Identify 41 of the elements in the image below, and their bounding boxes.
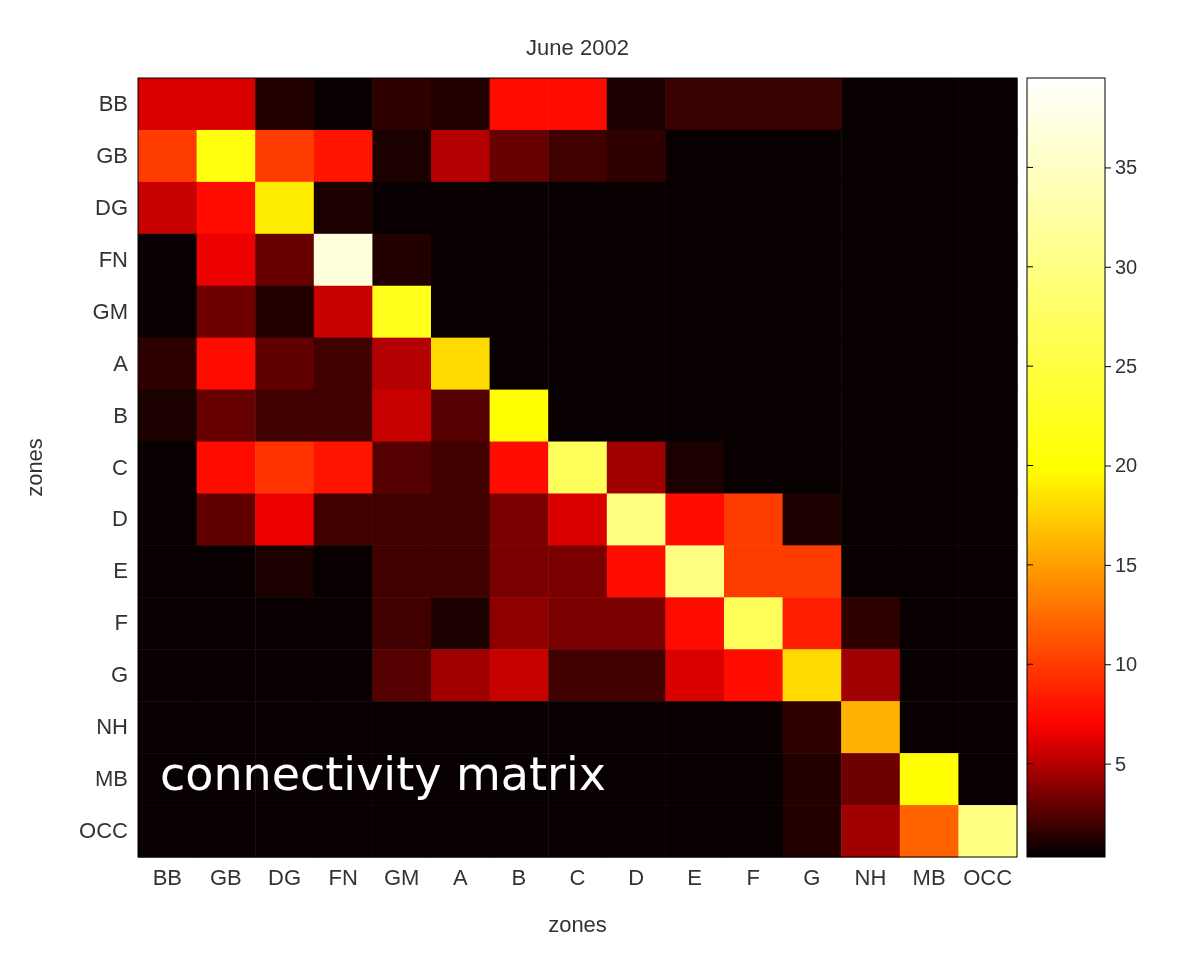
y-tick-label: A — [113, 350, 129, 376]
x-tick-label: GB — [210, 864, 242, 890]
chart-title: June 2002 — [526, 35, 629, 60]
annotation: connectivity matrix — [160, 747, 606, 801]
x-tick-label: E — [687, 864, 703, 890]
x-tick-label: D — [628, 864, 645, 890]
y-tick-label: OCC — [79, 818, 129, 844]
y-tick-label: BB — [98, 91, 128, 117]
y-tick-label: MB — [95, 766, 128, 792]
color-bar-label: 10 — [1115, 653, 1138, 676]
x-tick-label: BB — [152, 864, 182, 890]
x-tick-label: GM — [383, 864, 420, 890]
x-tick-label: OCC — [963, 864, 1013, 890]
y-tick-label: GM — [92, 298, 128, 324]
x-tick-label: FN — [328, 864, 358, 890]
color-bar-label: 5 — [1115, 752, 1127, 775]
x-axis-title: zones — [548, 912, 607, 937]
x-tick-label: A — [452, 864, 468, 890]
y-tick-label: E — [113, 558, 128, 584]
x-tick-label: F — [746, 864, 761, 890]
x-tick-label: MB — [912, 864, 946, 890]
color-bar-label: 35 — [1115, 156, 1138, 179]
y-tick-label: G — [110, 662, 128, 688]
y-tick-label: DG — [95, 194, 128, 220]
y-tick-label: FN — [98, 246, 128, 272]
y-tick-label: F — [114, 610, 128, 636]
color-bar-label: 15 — [1115, 553, 1138, 576]
color-bar-label: 25 — [1115, 355, 1138, 378]
y-tick-label: D — [112, 506, 128, 532]
y-tick-label: NH — [96, 714, 128, 740]
x-tick-label: DG — [268, 864, 301, 890]
y-tick-label: B — [113, 402, 128, 428]
x-tick-label: B — [511, 864, 527, 890]
y-tick-label: GB — [96, 142, 128, 168]
color-bar-label: 30 — [1115, 255, 1138, 278]
color-bar-label: 20 — [1115, 454, 1138, 477]
x-tick-label: G — [803, 864, 821, 890]
x-tick-label: C — [569, 864, 586, 890]
y-tick-label: C — [112, 454, 129, 480]
x-tick-label: NH — [854, 864, 887, 890]
y-axis-title: zones — [22, 438, 47, 497]
